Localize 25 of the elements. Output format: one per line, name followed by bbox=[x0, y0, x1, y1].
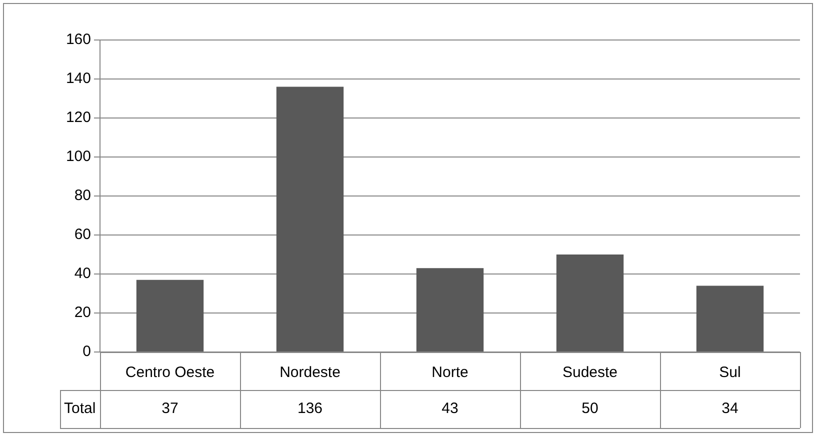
bar bbox=[556, 254, 624, 352]
data-label: 34 bbox=[722, 400, 738, 418]
y-tick-label: 120 bbox=[66, 109, 91, 126]
y-tick-label: 0 bbox=[82, 343, 91, 360]
x-tick-label: Centro Oeste bbox=[125, 364, 215, 382]
y-tick-label: 40 bbox=[74, 265, 91, 282]
data-label: 50 bbox=[582, 400, 598, 418]
data-label: 37 bbox=[162, 400, 178, 418]
x-tick-label: Sul bbox=[719, 364, 741, 382]
y-tick-label: 140 bbox=[66, 70, 91, 88]
text: Total bbox=[64, 400, 96, 418]
bar bbox=[136, 280, 204, 352]
data-label: 43 bbox=[442, 400, 458, 418]
y-tick-label: 20 bbox=[74, 304, 91, 322]
y-tick-label: 160 bbox=[66, 31, 91, 48]
bar bbox=[416, 268, 484, 352]
y-tick-label: 100 bbox=[66, 148, 91, 166]
x-tick-label: Nordeste bbox=[280, 364, 340, 382]
bar bbox=[696, 286, 764, 352]
x-tick-label: Norte bbox=[432, 364, 468, 382]
y-tick-label: 80 bbox=[74, 187, 91, 204]
y-tick-label: 60 bbox=[74, 226, 91, 244]
x-tick-label: Sudeste bbox=[562, 364, 618, 382]
data-label: 136 bbox=[297, 400, 323, 418]
bar bbox=[276, 86, 344, 352]
